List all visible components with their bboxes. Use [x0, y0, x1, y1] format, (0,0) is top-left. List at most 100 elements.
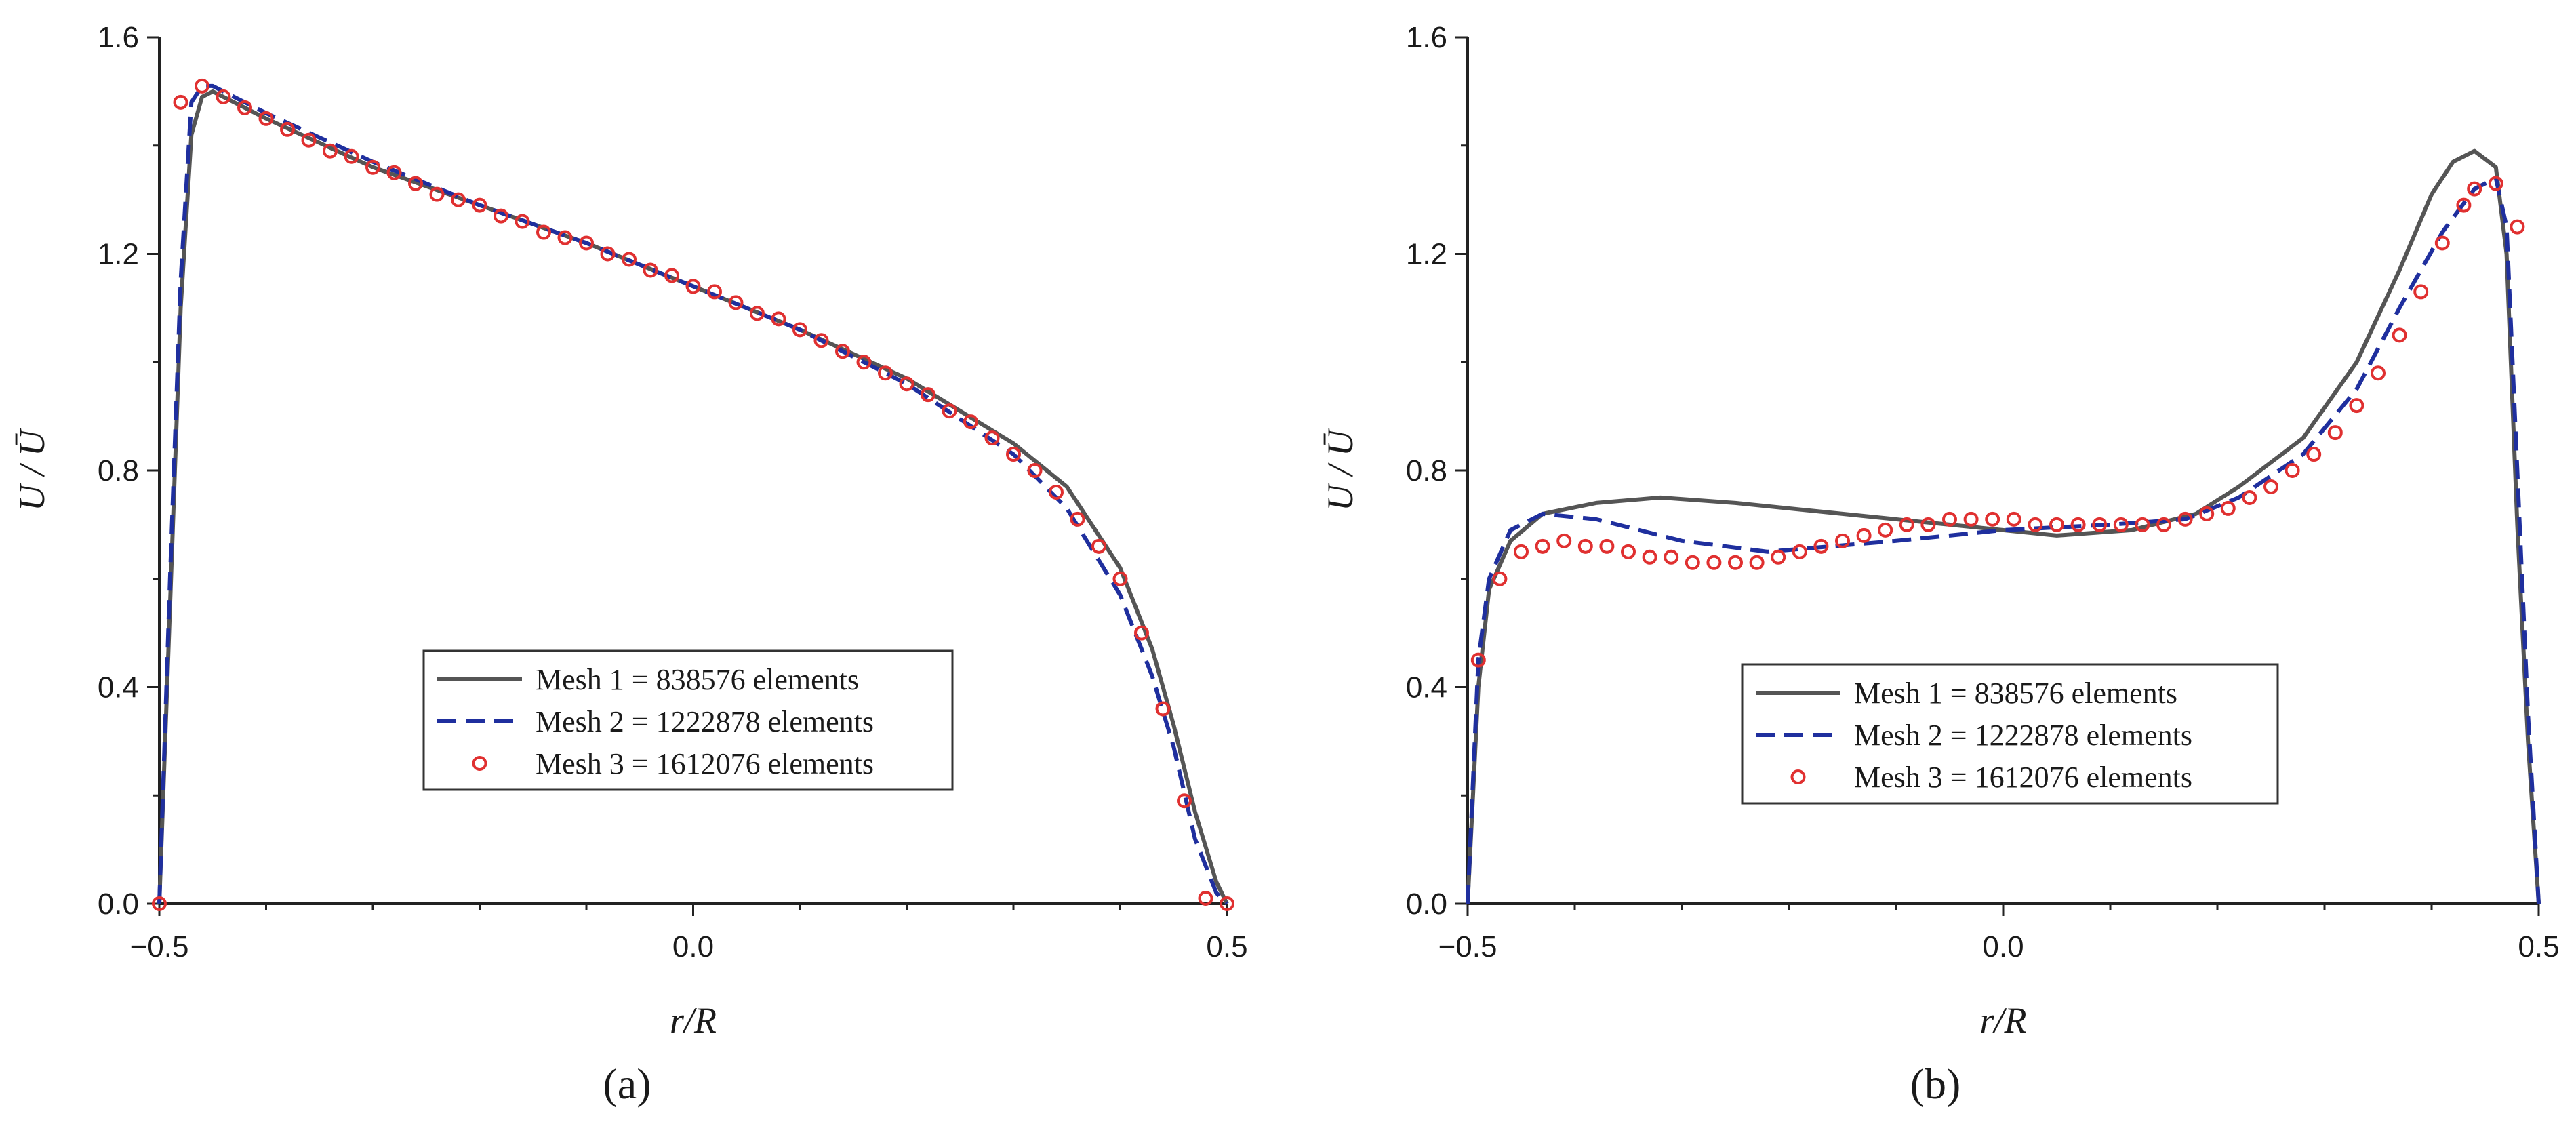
data-point-marker	[1220, 896, 1234, 911]
x-axis-title: r/R	[670, 1000, 717, 1041]
data-point-marker	[1070, 511, 1085, 527]
data-point-marker	[1577, 538, 1593, 554]
data-point-marker	[622, 252, 637, 267]
x-tick-label: −0.5	[1438, 930, 1497, 963]
data-point-marker	[408, 176, 423, 191]
data-point-marker	[1006, 447, 1021, 462]
data-point-marker	[195, 78, 209, 94]
data-point-marker	[2135, 517, 2150, 532]
data-point-marker	[2392, 327, 2407, 343]
data-point-marker	[557, 230, 573, 245]
data-point-marker	[536, 224, 551, 240]
legend-entry-label: Mesh 2 = 1222878 elements	[536, 705, 874, 738]
x-tick-label: −0.5	[130, 930, 189, 963]
data-point-marker	[2070, 517, 2086, 532]
data-point-marker	[1813, 538, 1829, 554]
data-point-marker	[1771, 549, 1786, 565]
data-point-marker	[1920, 517, 1936, 532]
legend-marker-swatch	[1790, 769, 1806, 784]
data-point-marker	[2263, 479, 2278, 494]
data-point-marker	[1535, 538, 1550, 554]
data-point-marker	[2467, 181, 2482, 197]
x-tick-label: 0.0	[1982, 930, 2024, 963]
data-point-marker	[258, 111, 274, 126]
series-line	[157, 83, 1229, 906]
y-axis-title: U / Ū	[12, 428, 52, 511]
y-tick-label: 0.4	[1406, 671, 1447, 704]
data-point-marker	[2092, 517, 2108, 532]
data-point-marker	[323, 143, 338, 159]
data-point-marker	[2349, 398, 2364, 414]
data-point-marker	[1049, 484, 1064, 500]
data-point-marker	[1027, 463, 1043, 478]
data-point-marker	[1642, 549, 1657, 565]
data-point-marker	[813, 333, 829, 348]
data-point-marker	[1792, 544, 1807, 559]
legend-marker-swatch	[472, 756, 487, 771]
data-point-marker	[771, 311, 786, 327]
data-point-marker	[2242, 489, 2257, 505]
data-point-marker	[600, 246, 616, 262]
chart-panel-a: 0.0 0.4 0.8 1.2 1.6 −0.5 0.0 0.5 r/R U / Ū Mesh 1 …	[12, 21, 1248, 1108]
data-point-marker	[792, 322, 807, 338]
data-point-marker	[1134, 625, 1149, 641]
data-point-marker	[1198, 891, 1213, 906]
y-tick-label: 1.2	[98, 238, 139, 271]
data-point-marker	[2006, 511, 2021, 527]
data-point-marker	[386, 165, 402, 180]
y-tick-label: 0.0	[1406, 887, 1447, 921]
data-point-marker	[1177, 793, 1192, 809]
data-point-marker	[344, 148, 359, 164]
data-point-marker	[365, 159, 380, 175]
data-point-marker	[1835, 533, 1850, 548]
legend: Mesh 1 = 838576 elements Mesh 2 = 1222878…	[422, 649, 954, 791]
legend-entry-label: Mesh 3 = 1612076 elements	[1854, 761, 2192, 794]
y-tick-label: 1.2	[1406, 238, 1447, 271]
y-axis-title: U / Ū	[1320, 428, 1361, 511]
data-point-marker	[942, 403, 957, 419]
legend-entry-label: Mesh 1 = 838576 elements	[536, 663, 859, 696]
data-point-marker	[878, 365, 893, 381]
legend-entry-label: Mesh 1 = 838576 elements	[1854, 677, 2177, 710]
data-point-marker	[1514, 544, 1529, 559]
data-point-marker	[1470, 652, 1486, 668]
data-point-marker	[2049, 517, 2064, 532]
data-point-marker	[2434, 235, 2450, 251]
data-point-marker	[685, 279, 701, 294]
data-point-marker	[429, 186, 445, 202]
data-point-marker	[2413, 284, 2429, 300]
data-point-marker	[2177, 511, 2193, 527]
data-point-marker	[2199, 506, 2215, 521]
data-point-marker	[1599, 538, 1615, 554]
series-line	[1466, 176, 2541, 904]
data-point-marker	[1749, 555, 1765, 570]
data-point-marker	[2113, 517, 2129, 532]
series-2	[157, 83, 1229, 906]
data-point-marker	[451, 192, 466, 207]
data-point-marker	[152, 896, 167, 911]
data-point-marker	[1621, 544, 1636, 559]
data-point-marker	[2456, 197, 2472, 213]
data-point-marker	[579, 235, 594, 251]
data-point-marker	[899, 376, 914, 392]
data-point-marker	[2306, 447, 2322, 462]
x-tick-label: 0.5	[1206, 930, 1247, 963]
data-point-marker	[2220, 500, 2236, 516]
panel-label: (a)	[603, 1060, 651, 1108]
data-point-marker	[2327, 425, 2343, 441]
data-point-marker	[2371, 365, 2386, 381]
data-point-marker	[1091, 538, 1106, 554]
data-point-marker	[1556, 533, 1572, 548]
y-tick-label: 0.8	[98, 454, 139, 487]
legend-entry-label: Mesh 3 = 1612076 elements	[536, 747, 874, 780]
data-point-marker	[515, 214, 530, 229]
y-tick-label: 1.6	[1406, 21, 1447, 54]
y-tick-label: 1.6	[98, 21, 139, 54]
panel-label: (b)	[1910, 1060, 1961, 1108]
data-point-marker	[1492, 571, 1508, 586]
data-point-marker	[2285, 463, 2300, 478]
series-2	[1466, 176, 2541, 904]
data-point-marker	[984, 430, 1000, 446]
data-point-marker	[1685, 555, 1700, 570]
